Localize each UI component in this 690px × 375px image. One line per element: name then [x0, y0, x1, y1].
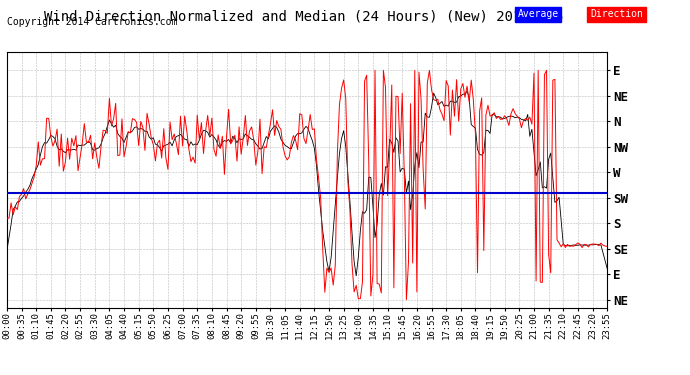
Text: Average: Average [518, 9, 559, 20]
Text: Direction: Direction [590, 9, 643, 20]
Text: Copyright 2014 Cartronics.com: Copyright 2014 Cartronics.com [7, 17, 177, 27]
Text: Wind Direction Normalized and Median (24 Hours) (New) 20140216: Wind Direction Normalized and Median (24… [44, 9, 563, 23]
